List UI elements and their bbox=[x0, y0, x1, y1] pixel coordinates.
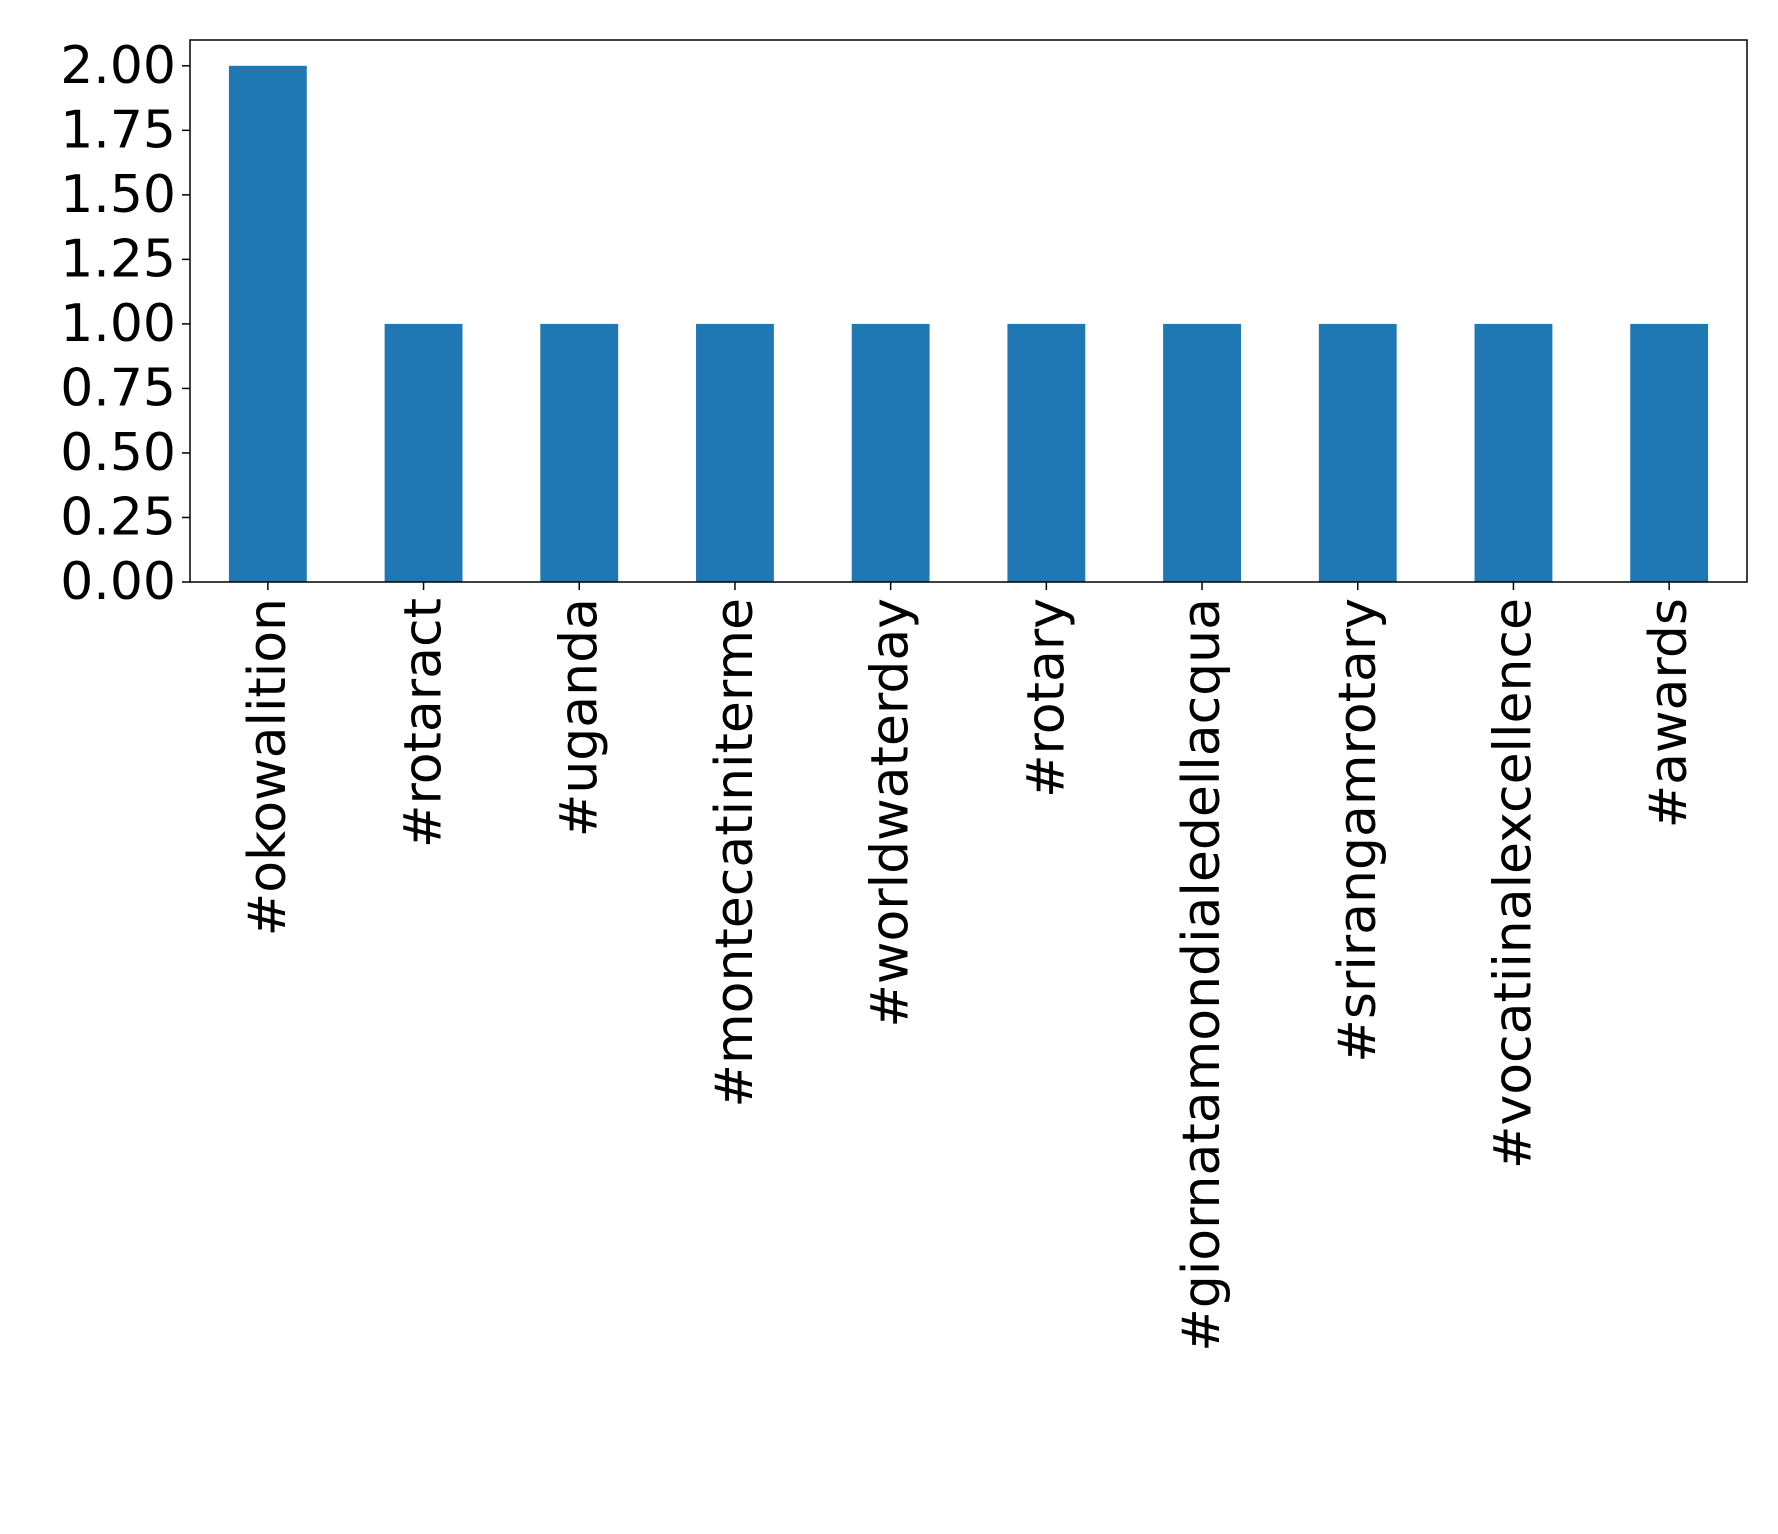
bar-vocatiinalexcellence bbox=[1474, 323, 1553, 582]
x-tick-label: #vocatiinalexcellence bbox=[1483, 598, 1543, 1169]
y-tick-label: 0.50 bbox=[60, 423, 176, 483]
x-tick-label: #uganda bbox=[549, 598, 609, 837]
y-tick-label: 0.75 bbox=[60, 358, 176, 418]
x-tick-label: #awards bbox=[1639, 598, 1699, 828]
y-axis: 0.000.250.500.751.001.251.501.752.00 bbox=[60, 36, 190, 612]
bars-layer bbox=[228, 65, 1709, 583]
plot-frame bbox=[189, 39, 1748, 583]
x-axis: #okowalition #rotaract #uganda #montecatini… bbox=[238, 582, 1699, 1352]
y-tick-label: 1.50 bbox=[60, 165, 176, 225]
bar-srirangamrotary bbox=[1318, 323, 1397, 582]
x-tick-label: #worldwaterday bbox=[861, 598, 921, 1028]
x-tick-label: #okowalition bbox=[238, 598, 298, 936]
x-tick-label: #giornatamondialedellacqua bbox=[1172, 598, 1232, 1352]
y-tick-label: 1.25 bbox=[60, 229, 176, 289]
bar-okowalition bbox=[228, 65, 307, 583]
bar-rotary bbox=[1007, 323, 1086, 582]
bar-rotaract bbox=[384, 323, 463, 582]
x-tick-label: #montecatiniterme bbox=[705, 598, 765, 1108]
y-tick-label: 1.75 bbox=[60, 100, 176, 160]
bar-montecatiniterme bbox=[696, 323, 774, 582]
y-tick-label: 1.00 bbox=[60, 294, 176, 354]
x-tick-label: #srirangamrotary bbox=[1328, 598, 1388, 1063]
x-tick-label: #rotaract bbox=[394, 598, 454, 848]
bar-giornatamondialedellacqua bbox=[1163, 323, 1241, 582]
y-tick-label: 0.00 bbox=[60, 552, 176, 612]
bar-worldwaterday bbox=[851, 323, 930, 582]
bar-awards bbox=[1630, 323, 1709, 582]
x-tick-label: #rotary bbox=[1016, 598, 1076, 798]
y-tick-label: 2.00 bbox=[60, 36, 176, 96]
bar-uganda bbox=[540, 323, 619, 582]
y-tick-label: 0.25 bbox=[60, 487, 176, 547]
